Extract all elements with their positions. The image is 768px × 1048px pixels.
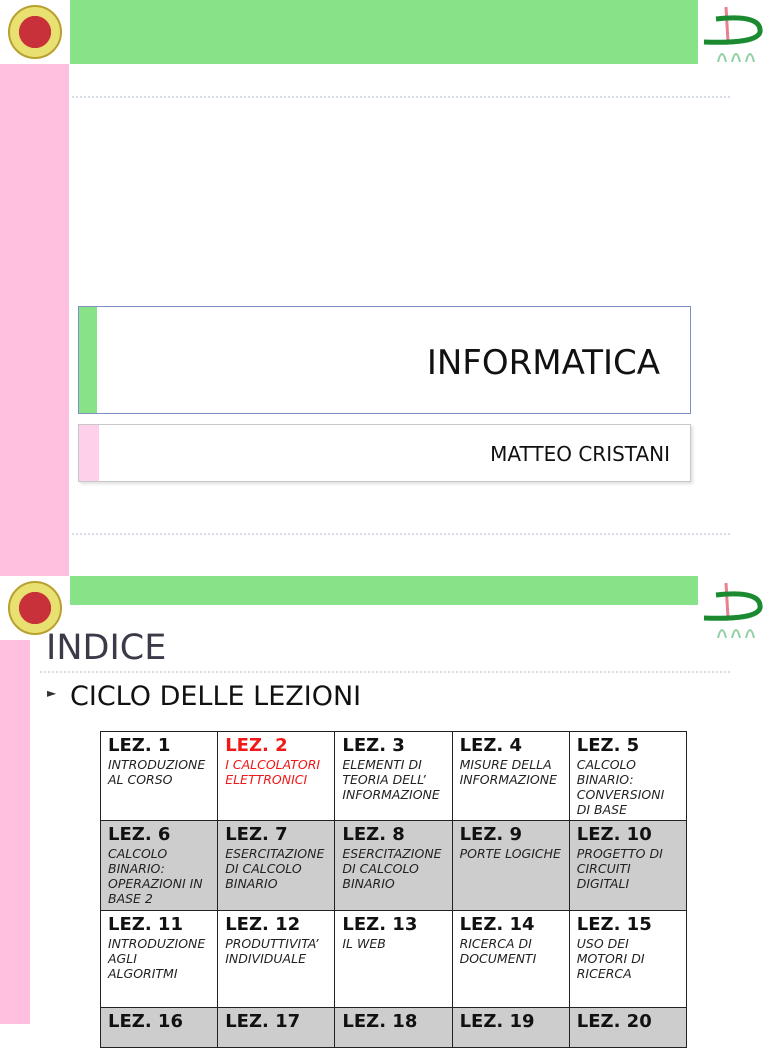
lesson-cell: LEZ. 1 INTRODUZIONE AL CORSO (99, 731, 219, 821)
lesson-label: LEZ. 6 (108, 824, 171, 845)
lesson-cell: LEZ. 9 PORTE LOGICHE (451, 820, 570, 911)
lesson-label: LEZ. 12 (225, 914, 301, 935)
lesson-cell: LEZ. 8 ESERCITAZIONE DI CALCOLO BINARIO (334, 820, 453, 911)
lesson-label: LEZ. 10 (576, 824, 652, 845)
university-seal-logo (8, 581, 62, 635)
header-bar (70, 0, 698, 64)
department-logo (703, 6, 763, 62)
lesson-label: LEZ. 8 (342, 824, 405, 845)
divider (72, 96, 730, 98)
lesson-label: LEZ. 15 (576, 914, 652, 935)
lesson-label: LEZ. 17 (225, 1011, 301, 1032)
lesson-label: LEZ. 16 (108, 1011, 183, 1032)
lesson-cell: LEZ. 13 IL WEB (334, 910, 453, 1008)
lesson-description: PORTE LOGICHE (459, 846, 561, 861)
lesson-label: LEZ. 20 (576, 1011, 652, 1032)
lesson-label: LEZ. 5 (576, 735, 640, 756)
lesson-label: LEZ. 13 (342, 914, 418, 935)
lesson-label: LEZ. 2 (225, 735, 288, 756)
title-box: INFORMATICA (78, 306, 691, 414)
lesson-cell: LEZ. 10 PROGETTO DI CIRCUITI DIGITALI (568, 820, 688, 911)
lesson-description: ESERCITAZIONE DI CALCOLO BINARIO (342, 846, 442, 891)
slide-heading: INDICE (46, 628, 167, 668)
lesson-description: CALCOLO BINARIO: OPERAZIONI IN BASE 2 (108, 846, 203, 906)
lesson-cell: LEZ. 7 ESERCITAZIONE DI CALCOLO BINARIO (217, 820, 336, 911)
lesson-cell: LEZ. 16 (99, 1007, 219, 1048)
lesson-cell: LEZ. 17 (217, 1007, 336, 1048)
lesson-description: INTRODUZIONE AGLI ALGORITMI (108, 936, 206, 981)
lesson-label: LEZ. 18 (342, 1011, 418, 1032)
side-strip (0, 64, 69, 576)
lesson-description: RICERCA DI DOCUMENTI (459, 936, 537, 966)
lesson-label: LEZ. 11 (108, 914, 183, 935)
lesson-description: PROGETTO DI CIRCUITI DIGITALI (576, 846, 663, 891)
lesson-label: LEZ. 7 (225, 824, 288, 845)
slide-subtitle: MATTEO CRISTANI (490, 442, 670, 466)
subtitle-box: MATTEO CRISTANI (78, 424, 691, 482)
lesson-description: USO DEI MOTORI DI RICERCA (576, 936, 645, 981)
lesson-label: LEZ. 4 (459, 735, 523, 756)
lesson-label: LEZ. 3 (342, 735, 405, 756)
lesson-cell: LEZ. 3 ELEMENTI DI TEORIA DELL’ INFORMAZI… (334, 731, 453, 821)
lesson-cell: LEZ. 18 (334, 1007, 453, 1048)
header-bar (70, 576, 698, 605)
lesson-cell: LEZ. 5 CALCOLO BINARIO: CONVERSIONI DI BA… (568, 731, 688, 821)
divider (72, 533, 730, 535)
lesson-description: CALCOLO BINARIO: CONVERSIONI DI BASE (576, 757, 665, 817)
lesson-label: LEZ. 9 (459, 824, 523, 845)
lesson-description: ELEMENTI DI TEORIA DELL’ INFORMAZIONE (342, 757, 440, 802)
slide-title: INFORMATICA (426, 343, 660, 383)
lesson-label: LEZ. 1 (108, 735, 171, 756)
side-strip (0, 640, 30, 1024)
bullet-text: CICLO DELLE LEZIONI (70, 681, 362, 712)
lesson-description: IL WEB (342, 936, 386, 951)
lesson-description: ESERCITAZIONE DI CALCOLO BINARIO (225, 846, 325, 891)
table-row: LEZ. 11 INTRODUZIONE AGLI ALGORITMI LEZ. 1… (99, 910, 688, 1008)
lesson-description: INTRODUZIONE AL CORSO (108, 757, 206, 787)
lesson-cell: LEZ. 20 (568, 1007, 688, 1048)
table-row: LEZ. 6 CALCOLO BINARIO: OPERAZIONI IN BAS… (99, 820, 688, 911)
table-row: LEZ. 16 LEZ. 17 LEZ. 18 LEZ. 19 LEZ. 20 (99, 1007, 688, 1048)
lesson-label: LEZ. 19 (459, 1011, 535, 1032)
lesson-description: PRODUTTIVITA’ INDIVIDUALE (225, 936, 319, 966)
lesson-cell: LEZ. 19 (451, 1007, 570, 1048)
lesson-description: MISURE DELLA INFORMAZIONE (459, 757, 557, 787)
lesson-description: I CALCOLATORI ELETTRONICI (225, 757, 321, 787)
lesson-cell: LEZ. 11 INTRODUZIONE AGLI ALGORITMI (99, 910, 219, 1008)
department-logo (703, 582, 763, 638)
bullet-arrow-icon: ► (47, 686, 57, 700)
lesson-cell: LEZ. 6 CALCOLO BINARIO: OPERAZIONI IN BAS… (99, 820, 219, 911)
lesson-cell: LEZ. 4 MISURE DELLA INFORMAZIONE (451, 731, 570, 821)
divider (40, 671, 730, 673)
lesson-cell: LEZ. 14 RICERCA DI DOCUMENTI (451, 910, 570, 1008)
university-seal-logo (8, 5, 62, 59)
lesson-cell: LEZ. 15 USO DEI MOTORI DI RICERCA (568, 910, 688, 1008)
lesson-cell: LEZ. 12 PRODUTTIVITA’ INDIVIDUALE (217, 910, 336, 1008)
lesson-label: LEZ. 14 (459, 914, 535, 935)
